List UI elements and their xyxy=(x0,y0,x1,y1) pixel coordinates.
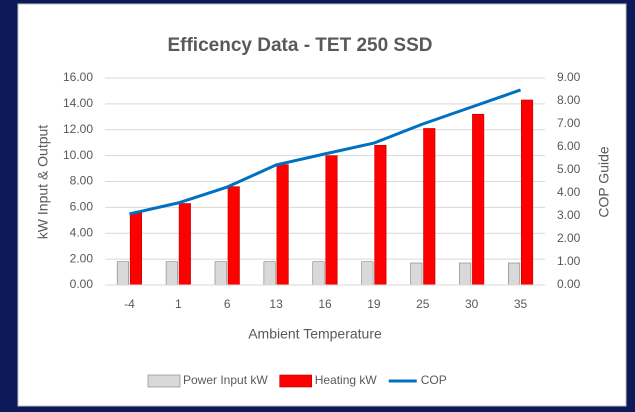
y2-tick-label: 0.00 xyxy=(557,277,581,291)
legend-label: COP xyxy=(421,373,447,387)
y-tick-label: 0.00 xyxy=(70,277,94,291)
y-tick-label: 2.00 xyxy=(70,251,94,265)
x-tick-label: 19 xyxy=(367,297,381,311)
bar xyxy=(277,165,289,285)
y-axis-title: kW Input & Output xyxy=(35,125,51,239)
bar xyxy=(215,262,227,285)
bar xyxy=(472,114,484,285)
x-tick-label: 35 xyxy=(514,297,528,311)
legend-swatch xyxy=(148,375,180,387)
chart-title: Efficency Data - TET 250 SSD xyxy=(167,35,432,56)
bar xyxy=(411,263,423,285)
y2-tick-label: 4.00 xyxy=(557,185,581,199)
y-tick-label: 6.00 xyxy=(70,200,94,214)
bar xyxy=(362,262,374,285)
y2-tick-label: 3.00 xyxy=(557,208,581,222)
bar xyxy=(264,262,276,285)
x-tick-label: -4 xyxy=(124,297,135,311)
y2-tick-label: 8.00 xyxy=(557,93,581,107)
chart: Efficency Data - TET 250 SSD Ambient Tem… xyxy=(0,0,635,412)
y2-tick-label: 2.00 xyxy=(557,231,581,245)
y-tick-label: 4.00 xyxy=(70,225,94,239)
bar xyxy=(375,145,387,285)
y-tick-label: 10.00 xyxy=(63,148,93,162)
y-tick-label: 16.00 xyxy=(63,70,93,84)
x-tick-label: 30 xyxy=(465,297,479,311)
y2-tick-label: 7.00 xyxy=(557,116,581,130)
legend-label: Power Input kW xyxy=(183,373,268,387)
bar xyxy=(130,213,142,285)
y2-tick-label: 5.00 xyxy=(557,162,581,176)
y-tick-label: 8.00 xyxy=(70,174,94,188)
bar xyxy=(424,128,436,285)
bar xyxy=(326,156,338,285)
bar xyxy=(313,262,325,285)
bar xyxy=(166,262,178,285)
page: Efficency Data - TET 250 SSD Ambient Tem… xyxy=(0,0,635,412)
x-axis-title: Ambient Temperature xyxy=(248,326,382,342)
y-tick-label: 12.00 xyxy=(63,122,93,136)
x-tick-label: 6 xyxy=(224,297,231,311)
legend-label: Heating kW xyxy=(315,373,378,387)
y2-tick-label: 1.00 xyxy=(557,254,581,268)
y2-axis-title: COP Guide xyxy=(596,146,612,218)
x-tick-label: 25 xyxy=(416,297,430,311)
bar xyxy=(179,203,191,285)
bar xyxy=(459,263,471,285)
x-tick-label: 16 xyxy=(318,297,332,311)
y2-tick-label: 6.00 xyxy=(557,139,581,153)
legend-swatch xyxy=(280,375,312,387)
bar xyxy=(228,187,240,285)
bar xyxy=(117,262,129,285)
x-tick-label: 1 xyxy=(175,297,182,311)
bar xyxy=(508,263,520,285)
chart-area xyxy=(18,4,626,406)
x-tick-label: 13 xyxy=(269,297,283,311)
y2-tick-label: 9.00 xyxy=(557,70,581,84)
bar xyxy=(521,100,533,285)
y-tick-label: 14.00 xyxy=(63,96,93,110)
